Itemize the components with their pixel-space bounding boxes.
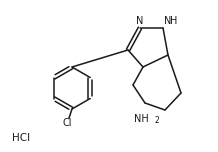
- Text: 2: 2: [154, 116, 159, 125]
- Text: N: N: [136, 16, 144, 26]
- Text: NH: NH: [134, 114, 148, 124]
- Text: Cl: Cl: [62, 118, 72, 128]
- Text: N: N: [164, 16, 171, 26]
- Text: H: H: [170, 16, 177, 26]
- Text: HCl: HCl: [12, 133, 30, 143]
